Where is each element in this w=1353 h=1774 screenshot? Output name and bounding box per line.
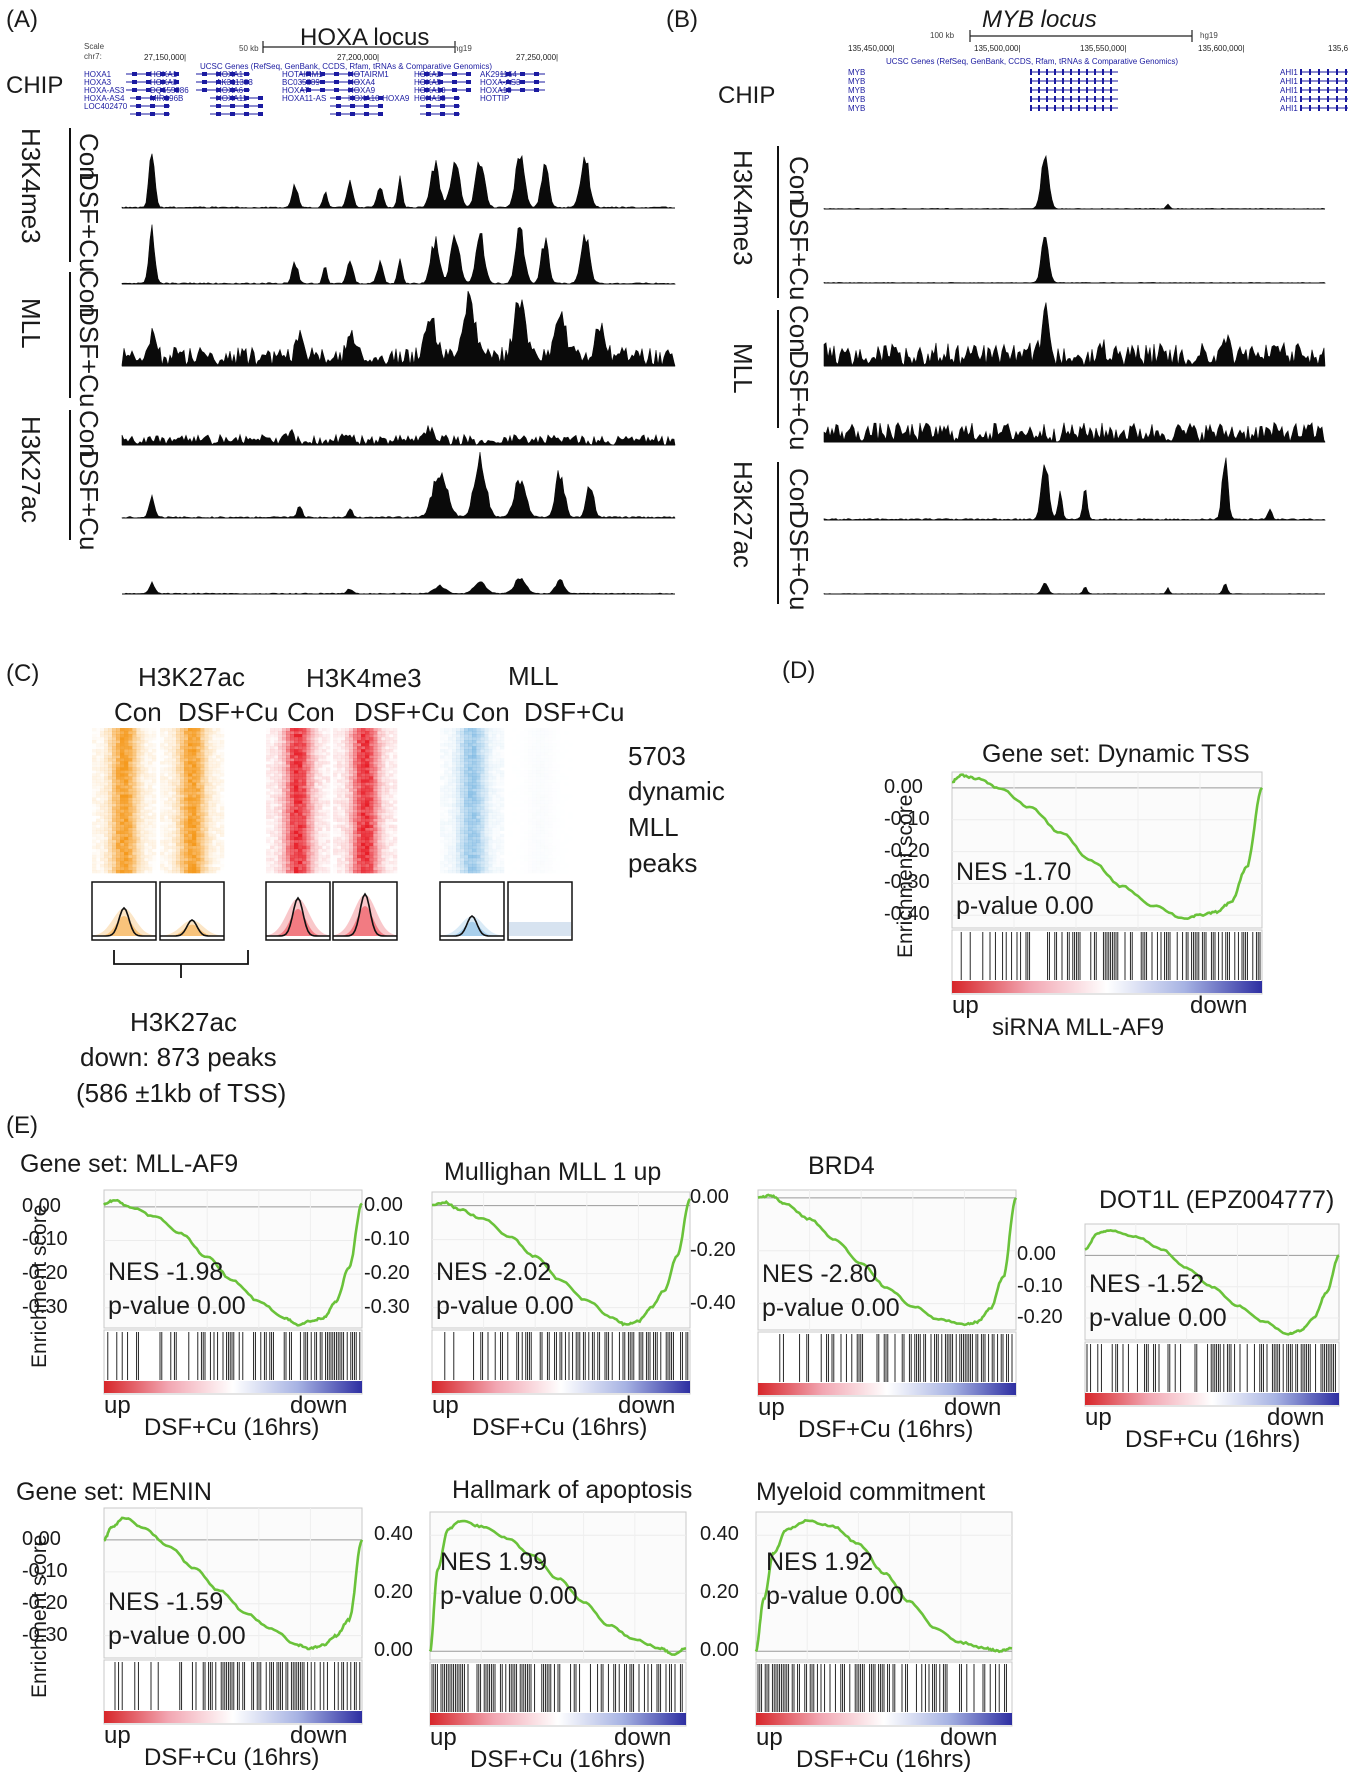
gsea-plots-layer: Gene set: Dynamic TSS0.00-0.10-0.20-0.30… (0, 0, 1353, 1767)
